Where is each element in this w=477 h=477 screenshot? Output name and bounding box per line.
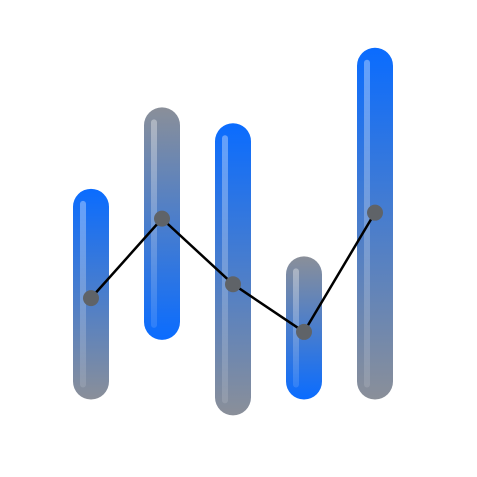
range-bar-highlight-5 — [364, 59, 370, 388]
range-bar-highlight-1 — [80, 200, 86, 388]
line-point-2 — [154, 210, 170, 227]
range-bars — [73, 47, 393, 416]
range-bar-highlight-2 — [151, 119, 157, 328]
line-point-5 — [367, 204, 383, 221]
line-point-1 — [83, 290, 99, 307]
line-markers — [83, 204, 383, 340]
line-point-4 — [296, 323, 312, 340]
range-bar-3 — [215, 123, 251, 416]
line-point-3 — [225, 276, 241, 293]
range-bar-5 — [357, 47, 393, 400]
range-bar-highlight-3 — [222, 135, 228, 404]
